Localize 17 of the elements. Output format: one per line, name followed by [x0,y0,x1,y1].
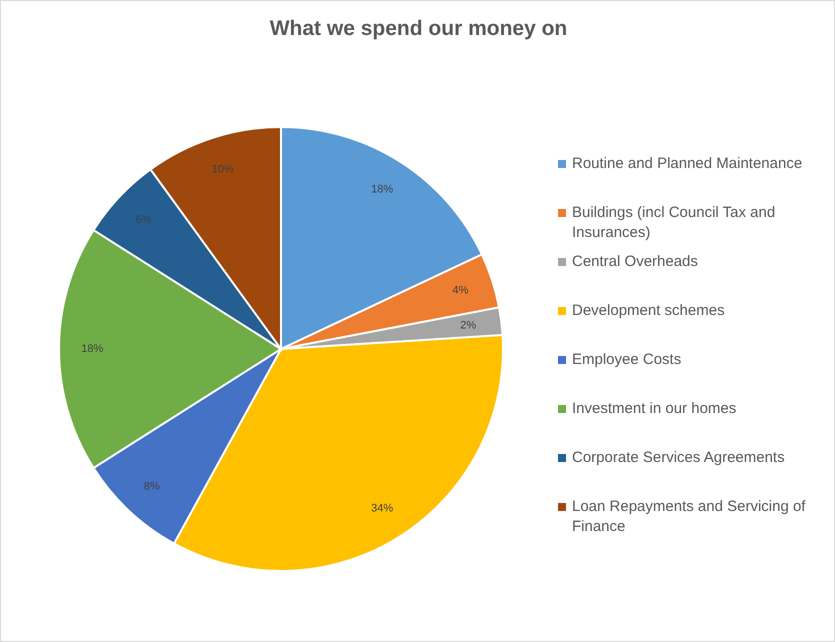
legend-label: Development schemes [572,301,725,321]
data-label: 6% [135,214,152,226]
legend-label: Employee Costs [572,350,682,370]
legend-label: Buildings (incl Council Tax and Insurances) [572,203,776,243]
legend-label: Loan Repayments and Servicing of Finance [572,497,806,537]
legend-label: Corporate Services Agreements [572,448,785,468]
data-label: 8% [144,480,160,493]
data-label: 4% [452,284,469,297]
legend-label: Central Overheads [572,252,698,272]
data-label: 34% [371,502,394,514]
legend-label: Investment in our homes [572,399,736,419]
chart-title: What we spend our money on [268,17,568,41]
data-label: 10% [212,164,234,176]
data-label: 18% [81,343,104,355]
data-label: 2% [460,319,476,332]
legend-label: Routine and Planned Maintenance [572,154,802,174]
data-label: 18% [371,184,394,196]
